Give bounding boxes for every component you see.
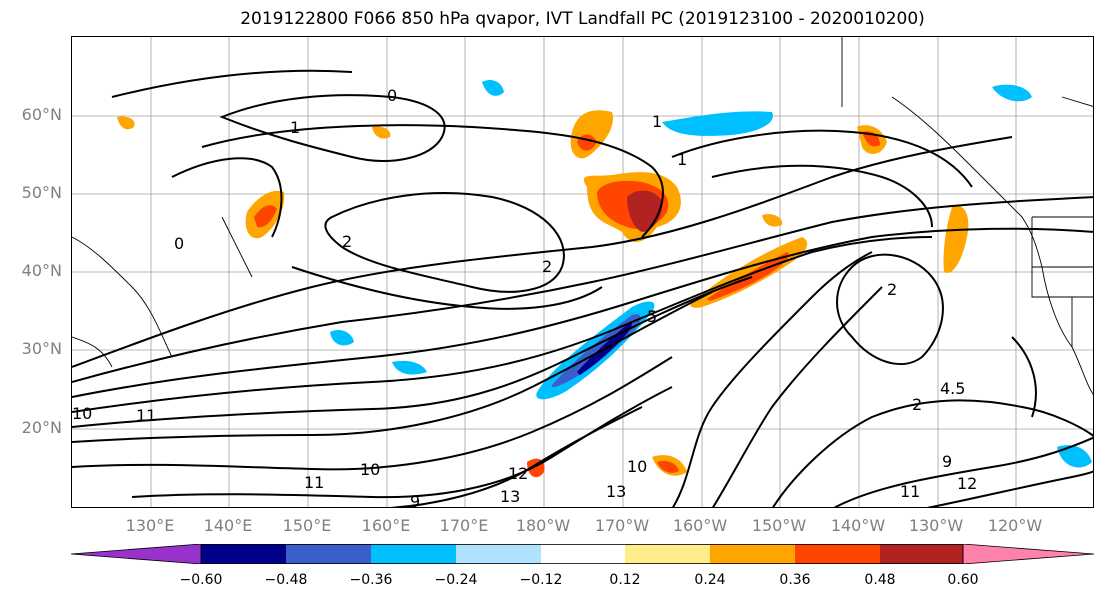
colorbar-segment <box>795 544 880 564</box>
contour-label: 13 <box>500 487 520 506</box>
contour-label: 11 <box>900 482 920 501</box>
colorbar-tick-label: −0.60 <box>179 572 223 588</box>
lat-label: 20°N <box>21 418 62 437</box>
colorbar-tick-label: −0.48 <box>264 572 308 588</box>
contour-label: 1 <box>677 150 687 169</box>
contour-label-group: 1 1 0 0 1 2 2 2 2 4.5 5 9 10 10 10 11 11… <box>72 86 977 508</box>
colorbar-tick-label: 0.36 <box>779 572 811 588</box>
lon-label: 130°E <box>125 516 175 535</box>
colorbar-outline <box>200 544 964 564</box>
lon-label: 170°E <box>439 516 489 535</box>
lon-label: 180°W <box>515 516 571 535</box>
contour-label: 1 <box>652 112 662 131</box>
colorbar-extend-min <box>70 543 202 565</box>
colorbar-extend-max <box>962 543 1095 565</box>
colorbar-segment <box>456 544 541 564</box>
contour-label: 2 <box>912 395 922 414</box>
colorbar-segment <box>625 544 710 564</box>
lon-label: 160°W <box>672 516 728 535</box>
colorbar-segment <box>880 544 963 564</box>
lat-label: 30°N <box>21 339 62 358</box>
contour-label: 10 <box>360 460 380 479</box>
contour-label: 2 <box>887 280 897 299</box>
colorbar-segment <box>201 544 286 564</box>
lon-label: 130°W <box>908 516 964 535</box>
colorbar-segment <box>541 544 625 564</box>
contour-label: 2 <box>542 257 552 276</box>
ivt-contours <box>72 69 1093 507</box>
contour-label: 11 <box>304 473 324 492</box>
colorbar-svg <box>70 543 1095 565</box>
contour-label: 12 <box>957 474 977 493</box>
colorbar <box>70 543 1095 568</box>
colorbar-segment <box>371 544 456 564</box>
map-canvas: 1 1 0 0 1 2 2 2 2 4.5 5 9 10 10 10 11 11… <box>72 37 1093 508</box>
lon-label: 140°W <box>830 516 886 535</box>
lat-label: 60°N <box>21 105 62 124</box>
contour-label: 10 <box>627 457 647 476</box>
map-title: 2019122800 F066 850 hPa qvapor, IVT Land… <box>240 9 925 29</box>
contour-label: 0 <box>387 86 397 105</box>
colorbar-segment <box>286 544 371 564</box>
lon-label: 160°E <box>361 516 411 535</box>
colorbar-tick-label: 0.60 <box>947 572 979 588</box>
lat-label: 50°N <box>21 183 62 202</box>
contour-label: 2 <box>342 232 352 251</box>
contour-label: 9 <box>942 452 952 471</box>
colorbar-segment <box>710 544 795 564</box>
contour-label: 0 <box>174 234 184 253</box>
contour-label: 11 <box>136 406 156 425</box>
colorbar-tick-label: −0.24 <box>434 572 478 588</box>
lat-label: 40°N <box>21 261 62 280</box>
contour-label: 1 <box>290 118 300 137</box>
map-panel: 1 1 0 0 1 2 2 2 2 4.5 5 9 10 10 10 11 11… <box>71 36 1094 508</box>
colorbar-tick-label: −0.36 <box>349 572 393 588</box>
contour-label: 9 <box>410 492 420 508</box>
colorbar-tick-label: −0.12 <box>519 572 563 588</box>
contour-label: 5 <box>647 307 657 326</box>
lon-label: 140°E <box>203 516 253 535</box>
coastlines <box>72 37 1093 395</box>
contour-label: 4.5 <box>940 379 965 398</box>
lon-label: 120°W <box>987 516 1043 535</box>
colorbar-tick-label: 0.12 <box>609 572 641 588</box>
lon-label: 150°E <box>282 516 332 535</box>
graticule <box>72 37 1093 507</box>
colorbar-tick-label: 0.24 <box>694 572 726 588</box>
contour-label: 13 <box>606 482 626 501</box>
contour-label: 10 <box>72 404 92 423</box>
contour-label: 12 <box>508 464 528 483</box>
lon-label: 170°W <box>594 516 650 535</box>
colorbar-tick-label: 0.48 <box>864 572 896 588</box>
lon-label: 150°W <box>751 516 807 535</box>
